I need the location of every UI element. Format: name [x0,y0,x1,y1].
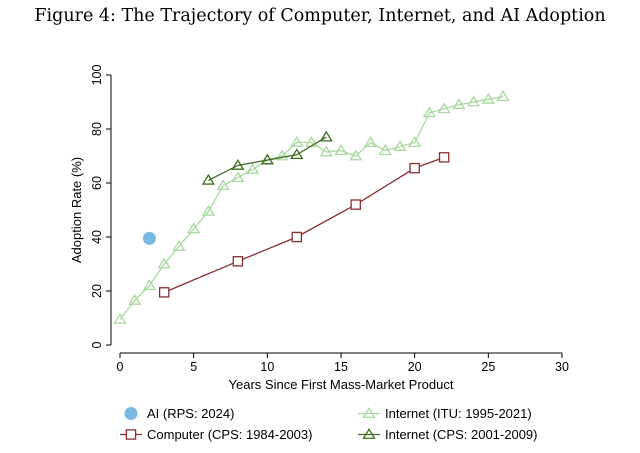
data-point [157,257,171,269]
legend-item: Internet (ITU: 1995-2021) [358,406,532,421]
data-point [481,92,495,104]
data-point [466,95,481,107]
series-2 [158,152,450,298]
legend-label: Internet (CPS: 2001-2009) [385,427,537,442]
series-line [208,136,327,181]
data-point [275,149,289,161]
legend-label: Computer (CPS: 1984-2003) [147,427,312,442]
data-point [128,294,142,305]
page-title: Figure 4: The Trajectory of Computer, In… [34,6,606,26]
legend-item: Internet (CPS: 2001-2009) [358,427,537,442]
legend-label: Internet (ITU: 1995-2021) [385,406,532,421]
data-point [158,287,170,298]
x-axis-title: Years Since First Mass-Market Product [229,377,454,392]
data-point [245,163,260,174]
series-line [119,95,504,320]
data-point [393,140,407,151]
series-1 [113,90,510,324]
y-tick-label: 20 [90,284,104,298]
y-tick-label: 0 [90,341,104,348]
x-tick-label: 20 [408,360,422,374]
plot-area [113,90,510,324]
x-tick-label: 5 [190,360,197,374]
data-point [113,312,127,324]
x-tick-label: 10 [260,360,274,374]
legend: AI (RPS: 2024) Internet (ITU: 1995-2021) C… [120,406,537,442]
axes: 0 20 40 60 80 100 0 5 10 15 20 25 30 [90,65,569,374]
x-tick-label: 15 [334,360,348,374]
data-point [291,231,303,243]
legend-label: AI (RPS: 2024) [147,406,234,421]
data-point [350,199,361,210]
data-point [172,240,186,251]
data-point [187,222,201,234]
data-point [422,106,437,118]
y-tick-label: 100 [90,65,104,86]
legend-marker [124,407,138,420]
data-point [349,149,363,161]
legend-item: Computer (CPS: 1984-2003) [120,427,312,442]
data-point [290,148,304,160]
data-point [142,279,157,290]
data-point [319,130,333,142]
data-point [334,144,348,155]
x-tick-label: 25 [481,360,495,374]
data-point [232,256,244,267]
data-point [496,90,510,101]
data-point [452,98,466,110]
y-tick-label: 60 [90,176,104,190]
data-point [216,179,230,191]
data-point [438,152,450,163]
data-point [363,136,378,147]
data-point [201,204,216,216]
data-point [201,173,216,185]
data-point [231,171,245,182]
data-point [142,231,156,245]
data-point [409,162,420,174]
y-tick-label: 80 [90,122,104,136]
y-axis-title: Adoption Rate (%) [69,157,84,263]
data-point [260,153,274,165]
legend-marker [125,429,137,440]
series-3 [201,130,333,185]
legend-item: AI (RPS: 2024) [124,406,234,421]
data-point [231,159,245,170]
data-point [319,145,333,157]
series-0 [142,231,156,245]
x-tick-label: 0 [117,360,124,374]
legend-marker [362,407,376,418]
data-point [290,136,304,147]
y-tick-label: 40 [90,230,104,244]
data-point [378,144,392,155]
legend-marker [362,428,376,439]
data-point [408,136,422,147]
data-point [437,102,451,114]
x-tick-label: 30 [555,360,569,374]
